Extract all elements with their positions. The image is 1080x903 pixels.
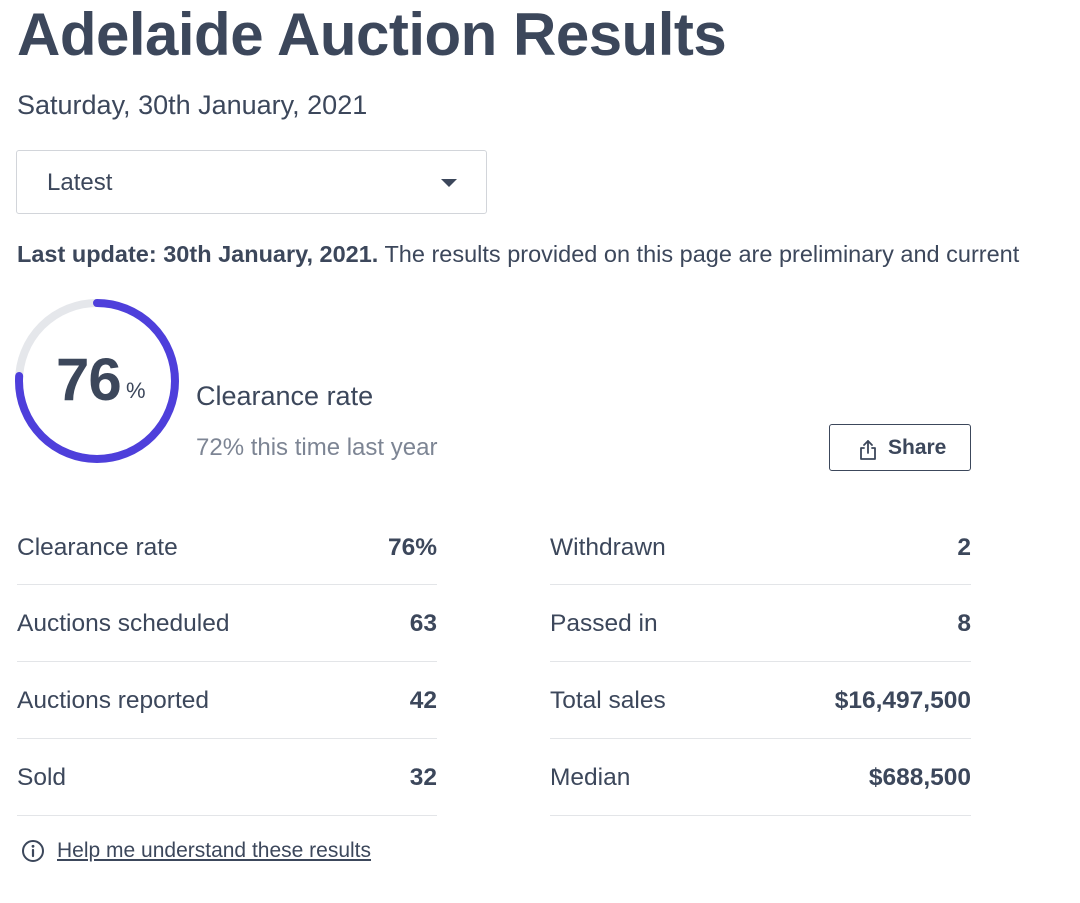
stat-label: Median <box>550 764 631 791</box>
stat-label: Auctions scheduled <box>17 610 230 637</box>
period-select-value: Latest <box>47 169 113 196</box>
stat-row-passed-in: Passed in 8 <box>550 585 971 662</box>
clearance-rate-gauge <box>15 299 179 463</box>
stat-label: Withdrawn <box>550 534 666 561</box>
stat-value: 42 <box>409 687 437 714</box>
gauge-value: 76 <box>56 346 122 413</box>
stat-value: $688,500 <box>868 764 971 791</box>
stat-label: Sold <box>17 764 67 791</box>
caret-down-icon <box>441 179 457 187</box>
clearance-rate-label: Clearance rate <box>196 381 374 411</box>
stat-row-clearance-rate: Clearance rate 76% <box>17 509 437 585</box>
update-notice-text: The results provided on this page are pr… <box>378 241 1020 267</box>
stat-label: Passed in <box>550 610 658 637</box>
stat-row-sold: Sold 32 <box>17 739 437 816</box>
help-link-label: Help me understand these results <box>57 839 372 862</box>
stat-value: $16,497,500 <box>834 687 971 714</box>
stat-row-total-sales: Total sales $16,497,500 <box>550 662 971 739</box>
stat-label: Total sales <box>550 687 666 714</box>
stat-row-median: Median $688,500 <box>550 739 971 816</box>
stat-value: 8 <box>957 610 971 637</box>
gauge-unit: % <box>126 378 146 403</box>
stat-label: Auctions reported <box>17 687 210 714</box>
share-button[interactable]: Share <box>829 424 971 471</box>
stat-row-withdrawn: Withdrawn 2 <box>550 509 971 585</box>
update-notice: Last update: 30th January, 2021. The res… <box>17 239 1019 269</box>
last-update-date: Last update: 30th January, 2021. <box>17 241 379 267</box>
info-icon <box>22 840 44 862</box>
gauge-fill <box>15 299 179 463</box>
stat-row-auctions-reported: Auctions reported 42 <box>17 662 437 739</box>
last-year-comparison: 72% this time last year <box>196 434 438 461</box>
period-select[interactable]: Latest <box>16 150 487 214</box>
stat-label: Clearance rate <box>17 534 178 561</box>
stat-value: 32 <box>409 764 437 791</box>
stat-value: 63 <box>409 610 437 637</box>
share-label: Share <box>888 436 947 459</box>
auction-date: Saturday, 30th January, 2021 <box>17 90 368 120</box>
stat-value: 2 <box>957 534 971 561</box>
stats-column-left: Clearance rate 76% Auctions scheduled 63… <box>17 509 437 816</box>
page-title: Adelaide Auction Results <box>17 1 727 68</box>
stat-value: 76% <box>387 534 437 561</box>
stat-row-auctions-scheduled: Auctions scheduled 63 <box>17 585 437 662</box>
stats-column-right: Withdrawn 2 Passed in 8 Total sales $16,… <box>550 509 971 816</box>
share-icon <box>860 440 876 460</box>
